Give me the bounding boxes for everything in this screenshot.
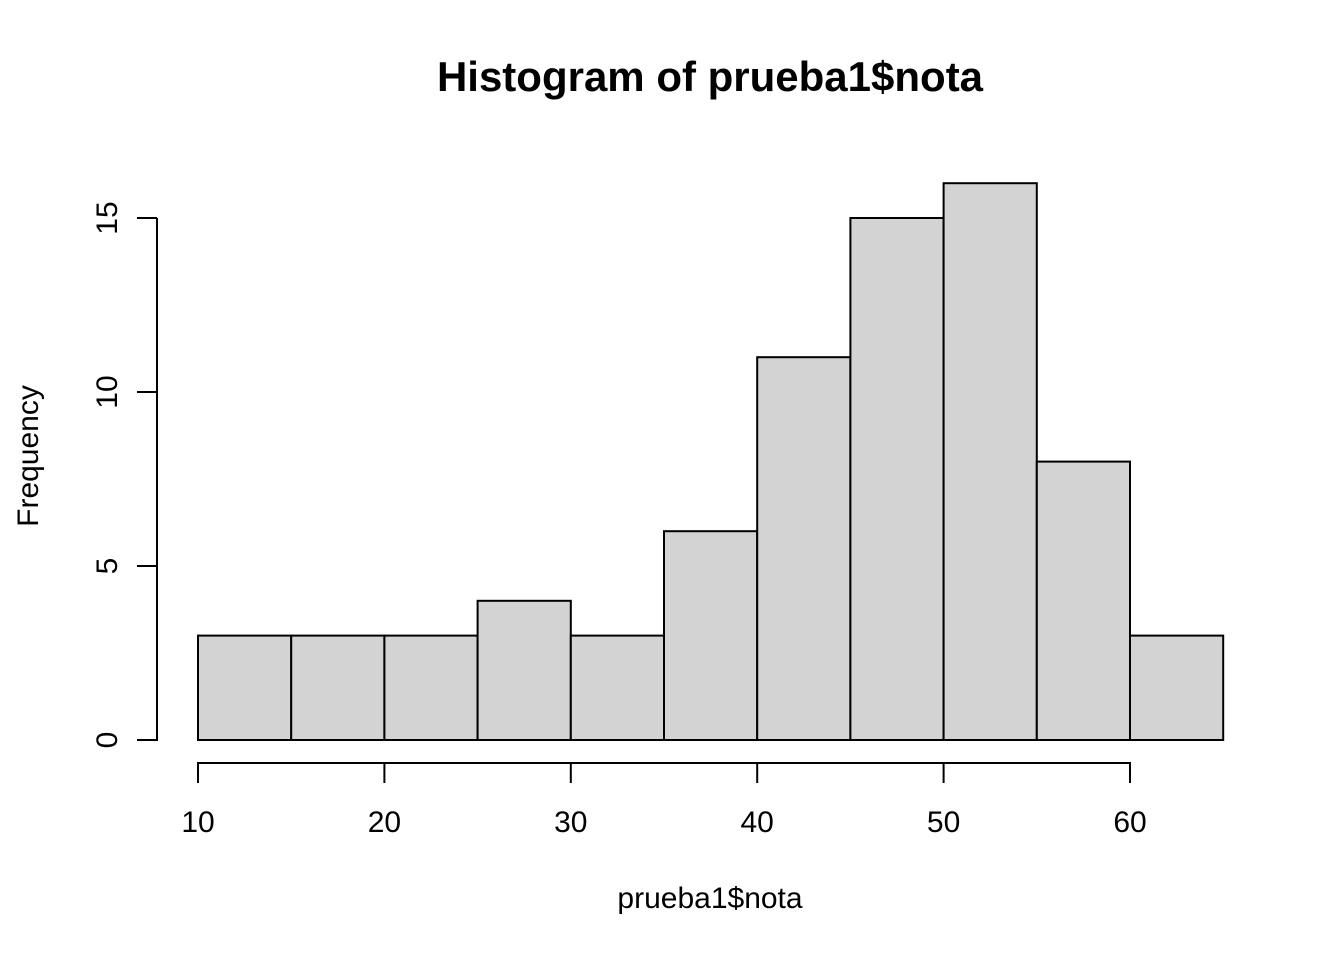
histogram-bar: [1129, 634, 1225, 741]
histogram-bar: [756, 356, 852, 741]
histogram-bar: [849, 217, 945, 741]
x-tick-label: 30: [554, 806, 587, 839]
y-tick-label: 10: [91, 375, 124, 408]
histogram-bar: [569, 634, 665, 741]
x-tick-label: 40: [741, 806, 774, 839]
y-tick-label: 0: [91, 732, 124, 749]
histogram-bar: [1035, 460, 1132, 741]
histogram-bar: [383, 634, 479, 741]
chart-title: Histogram of prueba1$nota: [436, 53, 984, 100]
x-axis-label: prueba1$nota: [617, 882, 803, 915]
histogram-bar: [290, 634, 386, 741]
histogram-bar: [476, 599, 572, 741]
x-tick-label: 60: [1113, 806, 1146, 839]
histogram-bar: [663, 530, 759, 742]
y-tick-label: 15: [91, 201, 124, 234]
y-tick-label: 5: [91, 558, 124, 575]
x-tick-label: 50: [927, 806, 960, 839]
histogram-bar: [942, 182, 1038, 741]
x-tick-label: 20: [368, 806, 401, 839]
x-tick-label: 10: [181, 806, 214, 839]
histogram-bar: [197, 634, 293, 741]
